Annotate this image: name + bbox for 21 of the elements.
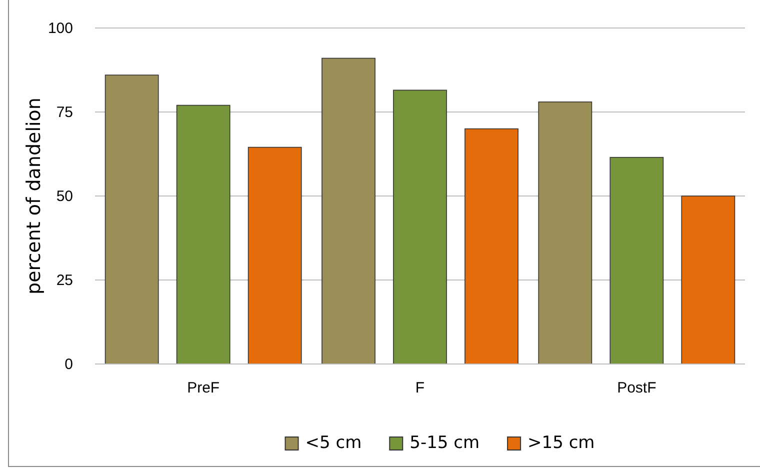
y-tick-label: 0 [64, 356, 73, 373]
bar [610, 156, 664, 364]
legend-label: >15 cm [528, 433, 595, 453]
x-tick-label: PreF [187, 380, 220, 397]
y-tick-label: 100 [48, 20, 73, 37]
bar [681, 196, 736, 364]
bar [104, 74, 159, 364]
bar [538, 102, 592, 364]
y-tick-label: 50 [56, 188, 73, 205]
bar [322, 58, 376, 364]
x-tick-label: PostF [617, 380, 656, 397]
bar [393, 90, 447, 364]
x-tick-label: F [415, 380, 425, 397]
bar [176, 104, 230, 364]
legend-label: <5 cm [305, 433, 362, 453]
y-axis-title: percent of dandelion [23, 98, 45, 294]
y-tick-label: 25 [56, 272, 73, 289]
bar [464, 128, 518, 364]
bar [248, 146, 302, 364]
y-tick-label: 75 [56, 104, 73, 121]
legend-label: 5-15 cm [410, 433, 480, 453]
